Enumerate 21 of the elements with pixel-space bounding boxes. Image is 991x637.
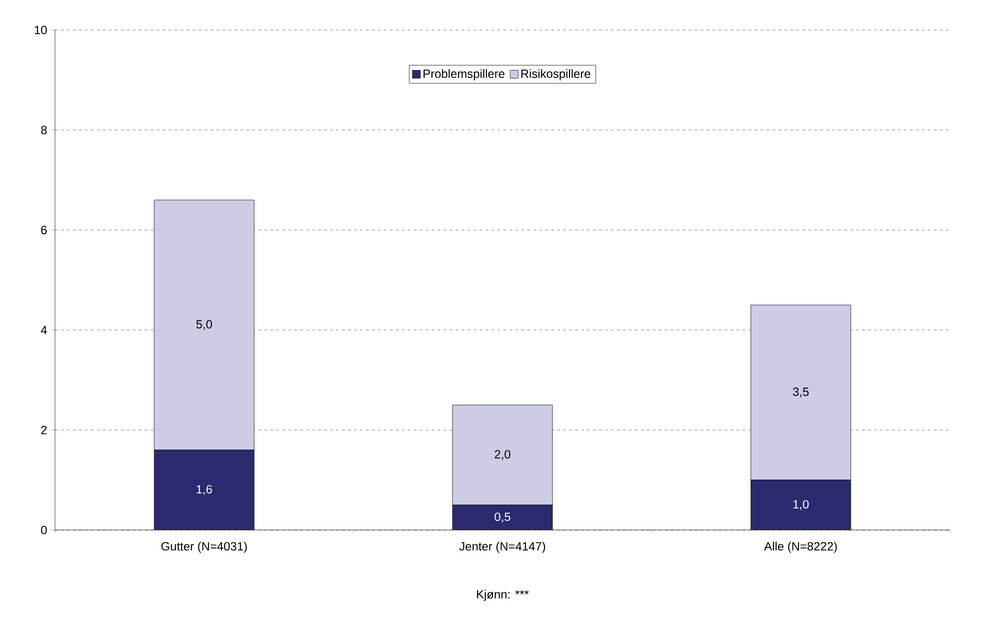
y-tick-label: 10 xyxy=(34,26,47,34)
data-label: 1,6 xyxy=(196,485,212,495)
y-tick-label: 2 xyxy=(41,426,47,434)
x-tick-label: Gutter (N=4031) xyxy=(161,542,247,553)
legend-label: Problemspillere xyxy=(424,69,504,80)
bar xyxy=(452,505,553,530)
data-label: 3,5 xyxy=(792,388,809,398)
data-label: 2,0 xyxy=(494,450,510,460)
data-label: 1,0 xyxy=(793,500,809,510)
y-tick-label: 6 xyxy=(41,226,47,234)
y-tick-label: 4 xyxy=(40,326,47,334)
y-tick-label: 8 xyxy=(41,126,47,134)
x-axis-title: Kjønn: *** xyxy=(477,590,529,601)
x-tick-label: Jenter (N=4147) xyxy=(459,542,546,553)
legend-label: Risikospillere xyxy=(521,69,590,80)
data-label: 0,5 xyxy=(494,512,510,522)
x-tick-label: Alle (N=8222) xyxy=(764,542,837,553)
bar xyxy=(750,480,852,530)
y-tick-label: 0 xyxy=(41,526,47,534)
data-label: 5,0 xyxy=(196,320,212,330)
bar xyxy=(154,450,254,530)
